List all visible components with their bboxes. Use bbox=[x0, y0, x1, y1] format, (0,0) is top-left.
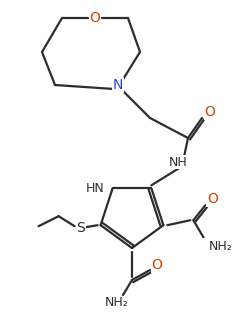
Text: S: S bbox=[76, 221, 85, 235]
Text: NH: NH bbox=[169, 156, 187, 168]
Text: O: O bbox=[205, 105, 216, 119]
Text: O: O bbox=[90, 11, 100, 25]
Text: N: N bbox=[113, 78, 123, 92]
Text: NH₂: NH₂ bbox=[105, 296, 129, 310]
Text: HN: HN bbox=[86, 182, 105, 195]
Text: O: O bbox=[152, 258, 162, 272]
Text: O: O bbox=[207, 192, 218, 206]
Text: NH₂: NH₂ bbox=[208, 240, 232, 253]
